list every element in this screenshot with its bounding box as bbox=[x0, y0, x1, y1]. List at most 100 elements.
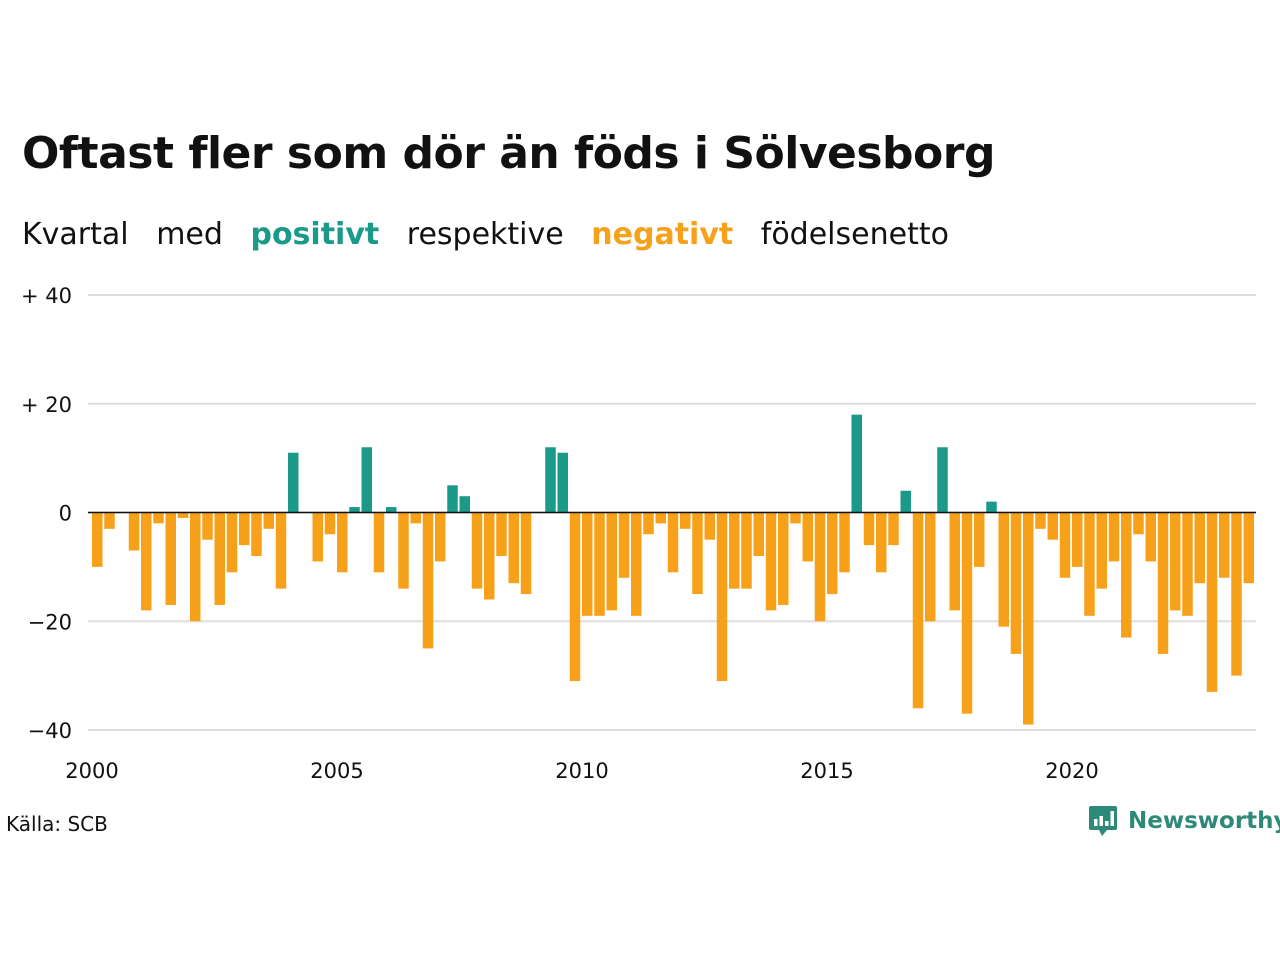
newsworthy-logo: Newsworthy bbox=[1088, 804, 1280, 838]
bar-negative bbox=[177, 512, 189, 518]
bar-negative bbox=[692, 512, 703, 595]
bar-negative bbox=[778, 512, 789, 605]
bar-negative bbox=[128, 512, 140, 551]
bar-negative bbox=[998, 512, 1009, 627]
y-tick-label: −40 bbox=[28, 719, 72, 743]
bar-negative bbox=[324, 512, 336, 535]
bar-negative bbox=[153, 512, 164, 524]
bar-negative bbox=[925, 512, 936, 622]
bar-negative bbox=[508, 512, 519, 584]
bar-negative bbox=[606, 512, 617, 611]
bar-negative bbox=[680, 512, 691, 529]
bar-negative bbox=[410, 512, 421, 524]
bar-negative bbox=[496, 512, 507, 556]
x-tick-label: 2015 bbox=[800, 759, 853, 783]
bar-negative bbox=[1096, 512, 1107, 589]
source-note: Källa: SCB bbox=[6, 812, 108, 836]
bar-negative bbox=[802, 512, 813, 562]
bar-negative bbox=[839, 512, 850, 573]
x-tick-label: 2020 bbox=[1045, 759, 1098, 783]
x-tick-label: 2005 bbox=[310, 759, 363, 783]
bar-positive bbox=[986, 501, 997, 513]
bar-negative bbox=[667, 512, 679, 573]
bar-negative bbox=[373, 512, 385, 573]
bar-negative bbox=[765, 512, 777, 611]
bar-negative bbox=[1059, 512, 1071, 578]
subtitle-positive-label: positivt bbox=[250, 217, 380, 252]
bar-negative bbox=[582, 512, 593, 616]
bar-negative bbox=[949, 512, 960, 611]
bar-negative bbox=[716, 512, 728, 682]
bar-negative bbox=[520, 512, 532, 595]
bar-negative bbox=[1206, 512, 1218, 692]
x-axis-ticks: 2000 2005 2010 2015 2020 bbox=[65, 759, 1098, 783]
bar-negative bbox=[876, 512, 887, 573]
bar-negative bbox=[814, 512, 826, 622]
bar-positive bbox=[386, 507, 397, 513]
newsworthy-bar-chart-icon bbox=[1089, 806, 1117, 836]
bar-negative bbox=[141, 512, 152, 611]
chart-title: Oftast fler som dör än föds i Sölvesborg bbox=[22, 128, 995, 179]
bar-negative bbox=[974, 512, 985, 567]
bar-negative bbox=[569, 512, 581, 682]
bar-negative bbox=[226, 512, 238, 573]
logo-text: Newsworthy bbox=[1128, 808, 1280, 834]
bar-negative bbox=[1023, 512, 1034, 725]
y-axis-ticks: + 40 + 20 0 −20 −40 bbox=[21, 284, 72, 743]
bar-negative bbox=[263, 512, 274, 529]
bar-negative bbox=[1035, 512, 1046, 529]
bar-negative bbox=[1133, 512, 1144, 535]
bar-negative bbox=[312, 512, 323, 562]
bar-positive bbox=[459, 496, 470, 513]
bar-negative bbox=[422, 512, 434, 649]
bar-negative bbox=[1170, 512, 1181, 611]
bar-negative bbox=[961, 512, 973, 714]
bar-negative bbox=[92, 512, 103, 567]
bar-negative bbox=[912, 512, 924, 709]
bar-positive bbox=[545, 447, 556, 513]
subtitle-word-quarter: Kvartal bbox=[22, 217, 129, 252]
bar-negative bbox=[863, 512, 875, 546]
bar-negative bbox=[104, 512, 115, 529]
bar-negative bbox=[741, 512, 752, 589]
x-tick-label: 2010 bbox=[555, 759, 608, 783]
bar-negative bbox=[1084, 512, 1095, 616]
bar-negative bbox=[1121, 512, 1132, 638]
bar-negative bbox=[165, 512, 176, 605]
bar-negative bbox=[753, 512, 764, 556]
bar-negative bbox=[1145, 512, 1156, 562]
bar-negative bbox=[471, 512, 483, 589]
bar-negative bbox=[1231, 512, 1242, 676]
y-tick-label: + 40 bbox=[21, 284, 72, 308]
bar-negative bbox=[643, 512, 654, 535]
bar-negative bbox=[655, 512, 666, 524]
chart-subtitle: Kvartal med positivt respektive negativt… bbox=[22, 217, 967, 252]
bars bbox=[92, 414, 1254, 725]
bar-negative bbox=[888, 512, 899, 546]
bar-negative bbox=[1010, 512, 1022, 654]
bar-positive bbox=[349, 507, 360, 513]
bar-negative bbox=[790, 512, 801, 524]
bar-negative bbox=[337, 512, 348, 573]
bar-negative bbox=[618, 512, 630, 578]
bar-negative bbox=[1219, 512, 1230, 578]
x-tick-label: 2000 bbox=[65, 759, 118, 783]
bar-positive bbox=[288, 452, 299, 513]
subtitle-word-with: med bbox=[156, 217, 223, 252]
bar-negative bbox=[631, 512, 642, 616]
bar-negative bbox=[1072, 512, 1083, 567]
bar-negative bbox=[484, 512, 495, 600]
bar-negative bbox=[251, 512, 262, 556]
bar-negative bbox=[435, 512, 446, 562]
bar-negative bbox=[1047, 512, 1058, 540]
bar-negative bbox=[202, 512, 213, 540]
bar-negative bbox=[1243, 512, 1254, 584]
bar-negative bbox=[1194, 512, 1205, 584]
bar-negative bbox=[827, 512, 838, 595]
subtitle-word-birth-net: födelsenetto bbox=[760, 217, 949, 252]
bar-positive bbox=[447, 485, 458, 513]
bar-negative bbox=[729, 512, 740, 589]
bar-negative bbox=[1108, 512, 1120, 562]
bar-negative bbox=[214, 512, 225, 605]
